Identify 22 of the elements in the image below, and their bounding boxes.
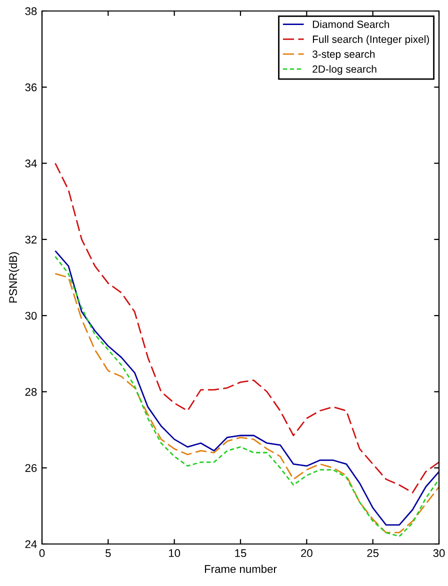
x-tick-label: 25 <box>367 549 379 558</box>
legend-label: 3-step search <box>312 50 375 60</box>
x-tick-label: 20 <box>301 549 312 558</box>
x-axis-title: Frame number <box>204 564 277 573</box>
y-axis-title: PSNR(dB) <box>8 252 20 303</box>
y-tick-label: 28 <box>25 388 37 396</box>
y-tick-label: 34 <box>25 160 37 168</box>
legend-label: Diamond Search <box>312 20 390 28</box>
y-tick-label: 24 <box>25 540 37 548</box>
legend-label: Full search (Integer pixel) <box>312 35 429 46</box>
x-tick-label: 5 <box>106 549 111 558</box>
y-tick-label: 26 <box>25 464 37 472</box>
x-tick-label: 15 <box>235 549 246 558</box>
legend-label: 2D-log search <box>312 65 376 75</box>
y-tick-label: 32 <box>25 236 37 244</box>
x-tick-label: 10 <box>169 549 180 558</box>
y-tick-label: 30 <box>25 312 37 320</box>
x-tick-label: 0 <box>39 549 45 558</box>
y-tick-label: 36 <box>25 83 37 92</box>
y-tick-label: 38 <box>25 7 37 16</box>
x-tick-label: 30 <box>433 549 445 558</box>
line-series <box>54 162 439 494</box>
